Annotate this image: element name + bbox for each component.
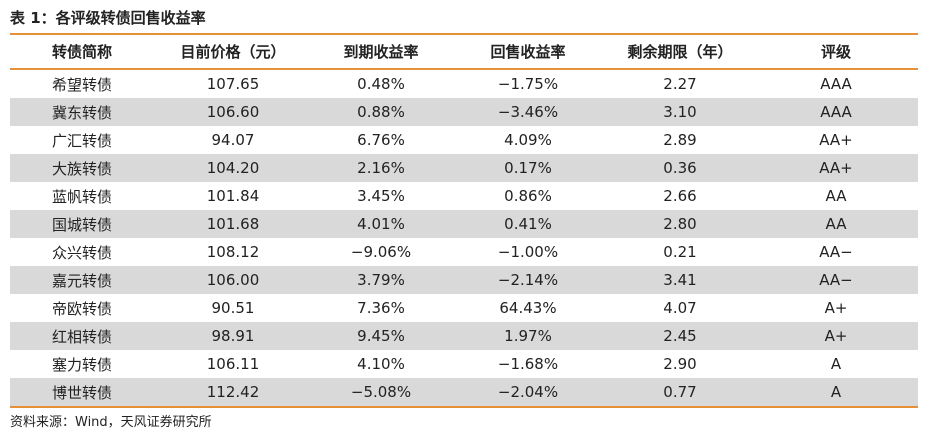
bond-name-cell: 帝欧转债 xyxy=(51,299,112,318)
put-yield-cell: −1.00% xyxy=(497,243,559,261)
table-row: 广汇转债 94.07 6.76% 4.09% 2.89 AA+ xyxy=(10,126,918,154)
table-row: 塞力转债 106.11 4.10% −1.68% 2.90 A xyxy=(10,350,918,378)
header-put-yield: 回售收益率 xyxy=(490,43,566,61)
rating-cell: A+ xyxy=(824,327,848,345)
remaining-term-cell: 0.36 xyxy=(663,159,697,177)
table-row: 蓝帆转债 101.84 3.45% 0.86% 2.66 AA xyxy=(10,182,918,210)
yield-table: 转债简称 目前价格（元） 到期收益率 回售收益率 剩余期限（年） 评级 希望转债… xyxy=(10,33,918,408)
price-cell: 108.12 xyxy=(206,243,260,261)
remaining-term-cell: 0.21 xyxy=(663,243,697,261)
rating-cell: A+ xyxy=(824,299,848,317)
put-yield-cell: −3.46% xyxy=(497,103,559,121)
bond-name-cell: 冀东转债 xyxy=(51,103,112,122)
rating-cell: AAA xyxy=(820,103,852,121)
price-cell: 106.11 xyxy=(206,355,260,373)
remaining-term-cell: 4.07 xyxy=(663,299,697,317)
bond-name-cell: 博世转债 xyxy=(51,383,112,402)
rating-cell: AA xyxy=(825,187,847,205)
rating-cell: AAA xyxy=(820,75,852,93)
put-yield-cell: 0.41% xyxy=(504,215,552,233)
table-row: 大族转债 104.20 2.16% 0.17% 0.36 AA+ xyxy=(10,154,918,182)
header-bottom-rule xyxy=(10,68,918,70)
bond-name-cell: 希望转债 xyxy=(51,75,112,94)
rating-cell: AA xyxy=(825,215,847,233)
ytm-cell: 4.10% xyxy=(357,355,405,373)
ytm-cell: 4.01% xyxy=(357,215,405,233)
table-row: 冀东转债 106.60 0.88% −3.46% 3.10 AAA xyxy=(10,98,918,126)
table-bottom-rule xyxy=(10,406,918,408)
header-remaining-term: 剩余期限（年） xyxy=(627,43,733,61)
put-yield-cell: 0.86% xyxy=(504,187,552,205)
table-row: 众兴转债 108.12 −9.06% −1.00% 0.21 AA− xyxy=(10,238,918,266)
price-cell: 112.42 xyxy=(206,383,260,401)
remaining-term-cell: 2.66 xyxy=(663,187,697,205)
bond-name-cell: 广汇转债 xyxy=(51,131,112,150)
price-cell: 94.07 xyxy=(211,131,255,149)
ytm-cell: 0.48% xyxy=(357,75,405,93)
remaining-term-cell: 3.10 xyxy=(663,103,697,121)
table-caption: 表 1：各评级转债回售收益率 xyxy=(10,9,206,27)
price-cell: 90.51 xyxy=(211,299,255,317)
put-yield-cell: 64.43% xyxy=(499,299,557,317)
put-yield-cell: 0.17% xyxy=(504,159,552,177)
bond-name-cell: 塞力转债 xyxy=(51,355,112,374)
price-cell: 107.65 xyxy=(206,75,260,93)
remaining-term-cell: 2.90 xyxy=(663,355,697,373)
header-price: 目前价格（元） xyxy=(180,43,286,61)
header-rating: 评级 xyxy=(820,43,851,61)
table-header-row: 转债简称 目前价格（元） 到期收益率 回售收益率 剩余期限（年） 评级 xyxy=(10,35,918,68)
ytm-cell: 3.79% xyxy=(357,271,405,289)
put-yield-cell: −1.75% xyxy=(497,75,559,93)
ytm-cell: 3.45% xyxy=(357,187,405,205)
rating-cell: AA+ xyxy=(819,131,853,149)
ytm-cell: 7.36% xyxy=(357,299,405,317)
ytm-cell: −5.08% xyxy=(350,383,412,401)
price-cell: 104.20 xyxy=(206,159,260,177)
ytm-cell: 0.88% xyxy=(357,103,405,121)
remaining-term-cell: 2.80 xyxy=(663,215,697,233)
header-bond-name: 转债简称 xyxy=(51,43,112,61)
remaining-term-cell: 3.41 xyxy=(663,271,697,289)
bond-name-cell: 蓝帆转债 xyxy=(51,187,112,206)
bond-name-cell: 嘉元转债 xyxy=(51,271,112,290)
table-row: 红相转债 98.91 9.45% 1.97% 2.45 A+ xyxy=(10,322,918,350)
price-cell: 98.91 xyxy=(211,327,255,345)
price-cell: 106.00 xyxy=(206,271,260,289)
remaining-term-cell: 2.89 xyxy=(663,131,697,149)
ytm-cell: 6.76% xyxy=(357,131,405,149)
bond-name-cell: 大族转债 xyxy=(51,159,112,178)
table-row: 嘉元转债 106.00 3.79% −2.14% 3.41 AA− xyxy=(10,266,918,294)
ytm-cell: 9.45% xyxy=(357,327,405,345)
rating-cell: A xyxy=(830,383,842,401)
put-yield-cell: −1.68% xyxy=(497,355,559,373)
bond-name-cell: 众兴转债 xyxy=(51,243,112,262)
remaining-term-cell: 2.27 xyxy=(663,75,697,93)
remaining-term-cell: 2.45 xyxy=(663,327,697,345)
price-cell: 101.84 xyxy=(206,187,260,205)
bond-name-cell: 红相转债 xyxy=(51,327,112,346)
put-yield-cell: −2.04% xyxy=(497,383,559,401)
price-cell: 101.68 xyxy=(206,215,260,233)
rating-cell: AA+ xyxy=(819,159,853,177)
price-cell: 106.60 xyxy=(206,103,260,121)
ytm-cell: −9.06% xyxy=(350,243,412,261)
table-row: 国城转债 101.68 4.01% 0.41% 2.80 AA xyxy=(10,210,918,238)
table-row: 希望转债 107.65 0.48% −1.75% 2.27 AAA xyxy=(10,70,918,98)
source-note: 资料来源：Wind，天风证券研究所 xyxy=(10,415,212,430)
table-row: 博世转债 112.42 −5.08% −2.04% 0.77 A xyxy=(10,378,918,406)
rating-cell: A xyxy=(830,355,842,373)
put-yield-cell: 4.09% xyxy=(504,131,552,149)
rating-cell: AA− xyxy=(819,243,853,261)
table-top-rule xyxy=(10,33,918,35)
rating-cell: AA− xyxy=(819,271,853,289)
put-yield-cell: −2.14% xyxy=(497,271,559,289)
table-row: 帝欧转债 90.51 7.36% 64.43% 4.07 A+ xyxy=(10,294,918,322)
remaining-term-cell: 0.77 xyxy=(663,383,697,401)
table-body: 希望转债 107.65 0.48% −1.75% 2.27 AAA 冀东转债 106.60 0.… xyxy=(10,70,918,406)
header-ytm: 到期收益率 xyxy=(343,43,419,61)
ytm-cell: 2.16% xyxy=(357,159,405,177)
bond-name-cell: 国城转债 xyxy=(51,215,112,234)
put-yield-cell: 1.97% xyxy=(504,327,552,345)
